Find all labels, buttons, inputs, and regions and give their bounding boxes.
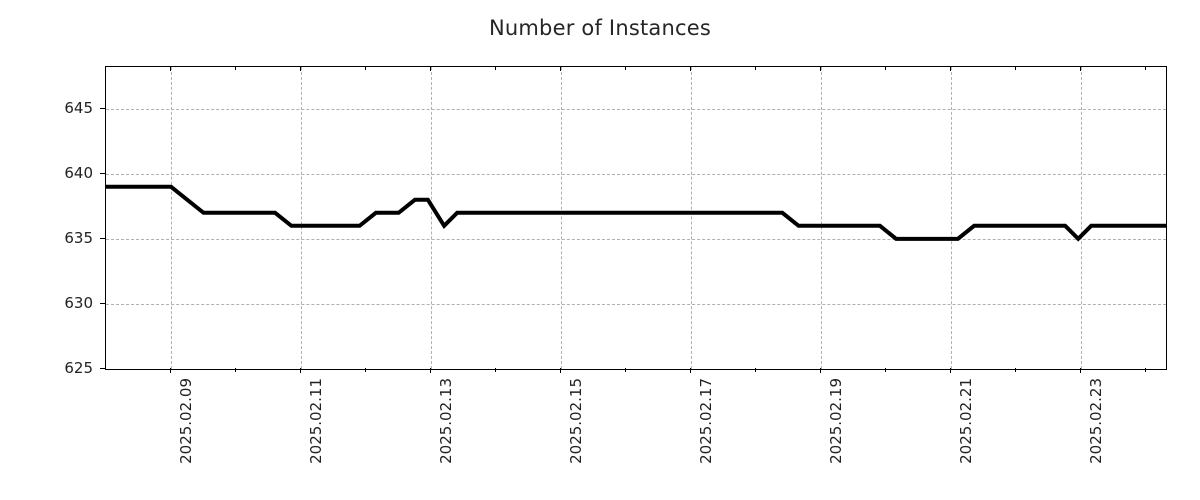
y-tick-label: 640 <box>64 163 93 182</box>
y-gridline <box>106 238 1166 240</box>
plot-area <box>105 66 1167 370</box>
y-gridline <box>106 303 1166 305</box>
x-gridline <box>561 67 563 369</box>
x-tick-label: 2025.02.11 <box>307 378 326 464</box>
y-tick-label: 630 <box>64 293 93 312</box>
x-gridline <box>171 67 173 369</box>
x-tick-label: 2025.02.15 <box>567 378 586 464</box>
y-gridline <box>106 108 1166 110</box>
y-gridline <box>106 173 1166 175</box>
x-tick-label: 2025.02.23 <box>1087 378 1106 464</box>
y-tick-label: 645 <box>64 98 93 117</box>
x-tick-label: 2025.02.09 <box>177 378 196 464</box>
x-gridline <box>1081 67 1083 369</box>
x-gridline <box>431 67 433 369</box>
chart-title: Number of Instances <box>488 16 711 40</box>
x-tick-label: 2025.02.19 <box>827 378 846 464</box>
x-tick-label: 2025.02.17 <box>697 378 716 464</box>
y-tick-label: 625 <box>64 359 93 377</box>
x-tick-label: 2025.02.13 <box>437 378 456 464</box>
instances-line-series <box>106 184 1166 242</box>
x-gridline <box>821 67 823 369</box>
data-series-layer <box>106 184 1166 242</box>
x-tick-label: 2025.02.21 <box>957 378 976 464</box>
x-gridline <box>301 67 303 369</box>
x-gridline <box>951 67 953 369</box>
x-gridline <box>691 67 693 369</box>
plot-inner <box>106 67 1166 369</box>
y-tick-label: 635 <box>64 228 93 247</box>
